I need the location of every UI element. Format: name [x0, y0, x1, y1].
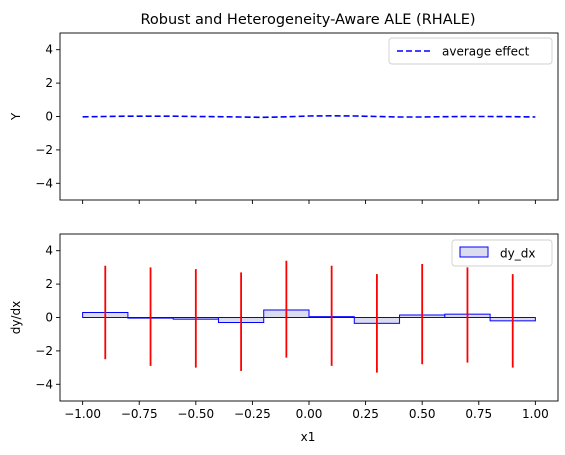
bottom-x-tick-label: −0.25 — [234, 407, 271, 421]
top-legend-box — [388, 37, 553, 65]
bottom-y-axis-label: dy/dx — [9, 301, 23, 334]
bottom-x-tick-label: 0.00 — [296, 407, 323, 421]
top-axis-frame — [59, 32, 559, 201]
top-axis-ticks: −4 −2 0 2 4 — [35, 43, 536, 204]
bottom-data-marks — [82, 260, 536, 373]
top-y-axis-label: Y — [9, 112, 23, 121]
bottom-y-tick-label: 4 — [45, 244, 53, 258]
bottom-x-axis-label: x1 — [301, 430, 316, 444]
top-y-tick-label: −4 — [35, 176, 53, 190]
top-y-tick-label: 0 — [45, 110, 53, 124]
bottom-legend-patch — [459, 246, 489, 258]
bottom-legend-label: dy_dx — [500, 247, 535, 261]
top-y-tick-label: −2 — [35, 143, 53, 157]
bottom-panel: −1.00 −0.75 −0.50 −0.25 0.00 0.25 0.50 0.75 1.00… — [9, 233, 559, 444]
bottom-y-tick-label: −4 — [35, 377, 53, 391]
bottom-x-tick-label: −0.75 — [121, 407, 158, 421]
bottom-x-tick-label: 0.25 — [352, 407, 379, 421]
bottom-x-tick-label: 0.75 — [465, 407, 492, 421]
top-data-marks — [82, 115, 536, 119]
bottom-y-tick-label: 2 — [45, 277, 53, 291]
average-effect-line — [82, 115, 536, 119]
chart-title: Robust and Heterogeneity-Aware ALE (RHAL… — [140, 12, 475, 28]
bottom-x-tick-label: −0.50 — [177, 407, 214, 421]
bottom-x-tick-label: 1.00 — [522, 407, 549, 421]
top-legend: average effect — [388, 37, 553, 65]
bottom-y-tick-label: 0 — [45, 311, 53, 325]
top-y-tick-label: 4 — [45, 43, 53, 57]
bottom-axis-ticks: −1.00 −0.75 −0.50 −0.25 0.00 0.25 0.50 0.75 1.00… — [35, 244, 548, 421]
bottom-x-tick-label: −1.00 — [64, 407, 101, 421]
bottom-axis-frame — [59, 233, 559, 402]
bottom-x-tick-label: 0.50 — [409, 407, 436, 421]
top-legend-label: average effect — [442, 45, 530, 59]
top-panel: Robust and Heterogeneity-Aware ALE (RHAL… — [9, 12, 559, 204]
bottom-y-tick-label: −2 — [35, 344, 53, 358]
bottom-legend: dy_dx — [451, 239, 553, 267]
top-y-tick-label: 2 — [45, 76, 53, 90]
